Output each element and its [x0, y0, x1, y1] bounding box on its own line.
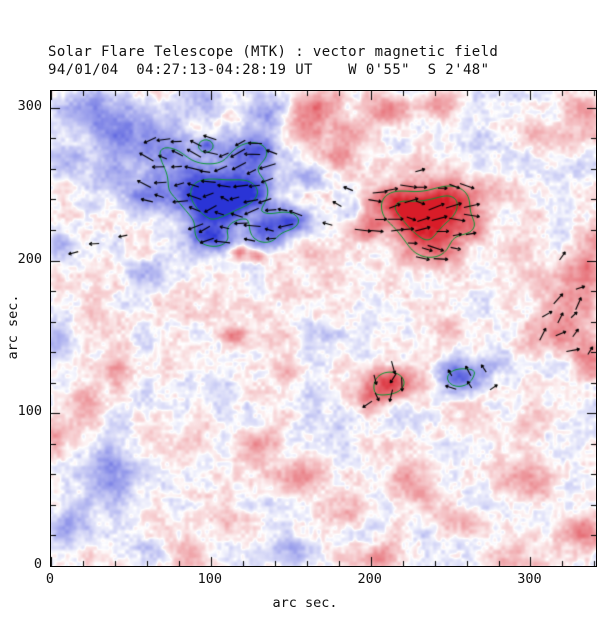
x-tick-label: 0: [45, 571, 55, 587]
x-tick-label: 200: [357, 571, 382, 587]
plot-area: [50, 90, 597, 567]
y-axis-label: arc sec.: [5, 294, 21, 360]
y-tick-label: 200: [17, 250, 42, 267]
x-axis-label: arc sec.: [272, 595, 338, 611]
plot-subtitle: 94/01/04 04:27:13-04:28:19 UT W 0'55" S …: [48, 62, 490, 78]
plot-title: Solar Flare Telescope (MTK) : vector mag…: [48, 44, 499, 60]
x-tick-label: 300: [517, 571, 542, 587]
x-tick-label: 100: [197, 571, 222, 587]
y-tick-label: 300: [17, 97, 42, 114]
y-tick-label: 0: [33, 556, 42, 572]
y-tick-label: 100: [17, 403, 42, 420]
magnetogram-canvas: [51, 91, 596, 566]
